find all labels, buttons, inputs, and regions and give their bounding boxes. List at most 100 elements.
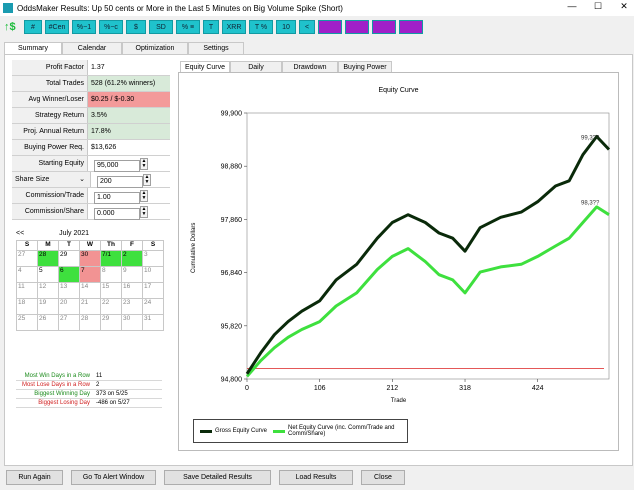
total-trades-label: Total Trades <box>12 76 88 91</box>
share-size-input[interactable]: 200 <box>97 176 143 188</box>
calendar-day[interactable]: 2 <box>122 251 143 267</box>
calendar-day[interactable]: 13 <box>59 283 80 299</box>
calendar-day[interactable]: 11 <box>17 283 38 299</box>
streak-label: Most Lose Days in a Row <box>21 382 90 388</box>
calendar-weekday: S <box>17 241 38 251</box>
close-button[interactable]: Close <box>361 470 405 485</box>
toolbar-button[interactable]: % ≡ <box>176 20 200 34</box>
calendar-day[interactable]: 10 <box>143 267 164 283</box>
calendar-weekday: W <box>80 241 101 251</box>
calendar-day[interactable]: 26 <box>38 315 59 331</box>
tab-equity-curve[interactable]: Equity Curve <box>180 61 230 73</box>
tab-settings[interactable]: Settings <box>188 42 244 54</box>
toolbar-button[interactable]: # <box>24 20 42 34</box>
calendar-day[interactable]: 29 <box>101 315 122 331</box>
calendar-day[interactable]: 7 <box>80 267 101 283</box>
calendar-day[interactable]: 30 <box>80 251 101 267</box>
y-tick-label: 96,840 <box>221 270 243 277</box>
toolbar-button[interactable]: XRR <box>222 20 246 34</box>
save-detailed-results-button[interactable]: Save Detailed Results <box>164 470 271 485</box>
calendar-day[interactable]: 27 <box>59 315 80 331</box>
load-results-button[interactable]: Load Results <box>279 470 353 485</box>
avg-winner-loser-value: $0.25 / $-0.30 <box>88 92 170 107</box>
calendar-day[interactable]: 19 <box>38 299 59 315</box>
tab-drawdown[interactable]: Drawdown <box>282 61 338 73</box>
toolbar-button[interactable] <box>399 20 423 34</box>
toolbar-button[interactable] <box>345 20 369 34</box>
calendar-day[interactable]: 3 <box>143 251 164 267</box>
x-axis-label: Trade <box>390 398 407 404</box>
commission-share-input[interactable]: 0.000 <box>94 208 140 220</box>
legend-gross-label: Gross Equity Curve <box>215 428 268 434</box>
starting-equity-label: Starting Equity <box>12 156 88 171</box>
go-to-alert-window-button[interactable]: Go To Alert Window <box>71 470 156 485</box>
toolbar-button[interactable]: T <box>203 20 219 34</box>
calendar-weekday: F <box>122 241 143 251</box>
toolbar-button[interactable]: 10 <box>276 20 296 34</box>
maximize-icon[interactable]: ☐ <box>593 1 603 11</box>
tab-summary[interactable]: Summary <box>4 42 62 54</box>
tab-buying-power[interactable]: Buying Power <box>338 61 392 73</box>
calendar-day[interactable]: 16 <box>122 283 143 299</box>
streak-row: Biggest Winning Day 373 on 5/25 <box>16 390 162 399</box>
calendar-day[interactable]: 4 <box>17 267 38 283</box>
run-again-button[interactable]: Run Again <box>6 470 63 485</box>
sort-arrows-icon[interactable]: ↑$ <box>4 21 16 33</box>
tab-calendar[interactable]: Calendar <box>62 42 122 54</box>
calendar-day[interactable]: 20 <box>59 299 80 315</box>
toolbar-button[interactable]: $ <box>126 20 146 34</box>
stats-table: Profit Factor 1.37 Total Trades 528 (61.2%… <box>12 60 170 220</box>
minimize-icon[interactable]: — <box>567 1 577 11</box>
calendar-day[interactable]: 28 <box>80 315 101 331</box>
plot-frame <box>246 112 610 380</box>
toolbar-button[interactable]: T % <box>249 20 273 34</box>
commission-share-spinner[interactable]: ▲ ▼ <box>140 206 148 218</box>
calendar-day[interactable]: 6 <box>59 267 80 283</box>
calendar-prev-button[interactable]: << <box>16 230 25 237</box>
series-line-net <box>245 205 610 378</box>
starting-equity-spinner[interactable]: ▲ ▼ <box>140 158 148 170</box>
calendar-day[interactable]: 17 <box>143 283 164 299</box>
streak-value: 11 <box>96 373 103 379</box>
share-size-select[interactable]: Share Size ⌄ <box>12 172 91 187</box>
calendar-day[interactable]: 9 <box>122 267 143 283</box>
share-size-spinner[interactable]: ▲ ▼ <box>143 174 151 186</box>
total-trades-value: 528 (61.2% winners) <box>88 76 170 91</box>
streak-row: Most Win Days in a Row 11 <box>16 372 162 381</box>
calendar-day[interactable]: 7/1 <box>101 251 122 267</box>
calendar-day[interactable]: 24 <box>143 299 164 315</box>
tab-daily[interactable]: Daily <box>230 61 282 73</box>
toolbar-button[interactable] <box>372 20 396 34</box>
main-tabs: Summary Calendar Optimization Settings <box>4 42 244 54</box>
streak-row: Most Lose Days in a Row 2 <box>16 381 162 390</box>
calendar-day[interactable]: 8 <box>101 267 122 283</box>
calendar-day[interactable]: 15 <box>101 283 122 299</box>
calendar-day[interactable]: 30 <box>122 315 143 331</box>
calendar-day[interactable]: 12 <box>38 283 59 299</box>
toolbar-button[interactable] <box>318 20 342 34</box>
starting-equity-input[interactable]: 95,000 <box>94 160 140 172</box>
calendar-day[interactable]: 31 <box>143 315 164 331</box>
calendar-day[interactable]: 29 <box>59 251 80 267</box>
close-icon[interactable]: ✕ <box>620 1 628 11</box>
toolbar-button[interactable]: #Cen <box>45 20 69 34</box>
calendar-day[interactable]: 25 <box>17 315 38 331</box>
calendar-day[interactable]: 28 <box>38 251 59 267</box>
toolbar-button[interactable]: %−1 <box>72 20 96 34</box>
calendar-day[interactable]: 14 <box>80 283 101 299</box>
commission-trade-input[interactable]: 1.00 <box>94 192 140 204</box>
calendar-day[interactable]: 21 <box>80 299 101 315</box>
streak-label: Most Win Days in a Row <box>24 373 90 379</box>
toolbar-button[interactable]: %−c <box>99 20 123 34</box>
calendar-day[interactable]: 5 <box>38 267 59 283</box>
calendar-day[interactable]: 27 <box>17 251 38 267</box>
commission-trade-spinner[interactable]: ▲ ▼ <box>140 190 148 202</box>
calendar-day[interactable]: 22 <box>101 299 122 315</box>
calendar-day[interactable]: 23 <box>122 299 143 315</box>
tab-optimization[interactable]: Optimization <box>122 42 188 54</box>
toolbar-button[interactable]: SD <box>149 20 173 34</box>
series-end-label: 99,3?? <box>581 136 600 142</box>
calendar-day[interactable]: 18 <box>17 299 38 315</box>
toolbar-button[interactable]: < <box>299 20 315 34</box>
profit-factor-label: Profit Factor <box>12 60 88 75</box>
